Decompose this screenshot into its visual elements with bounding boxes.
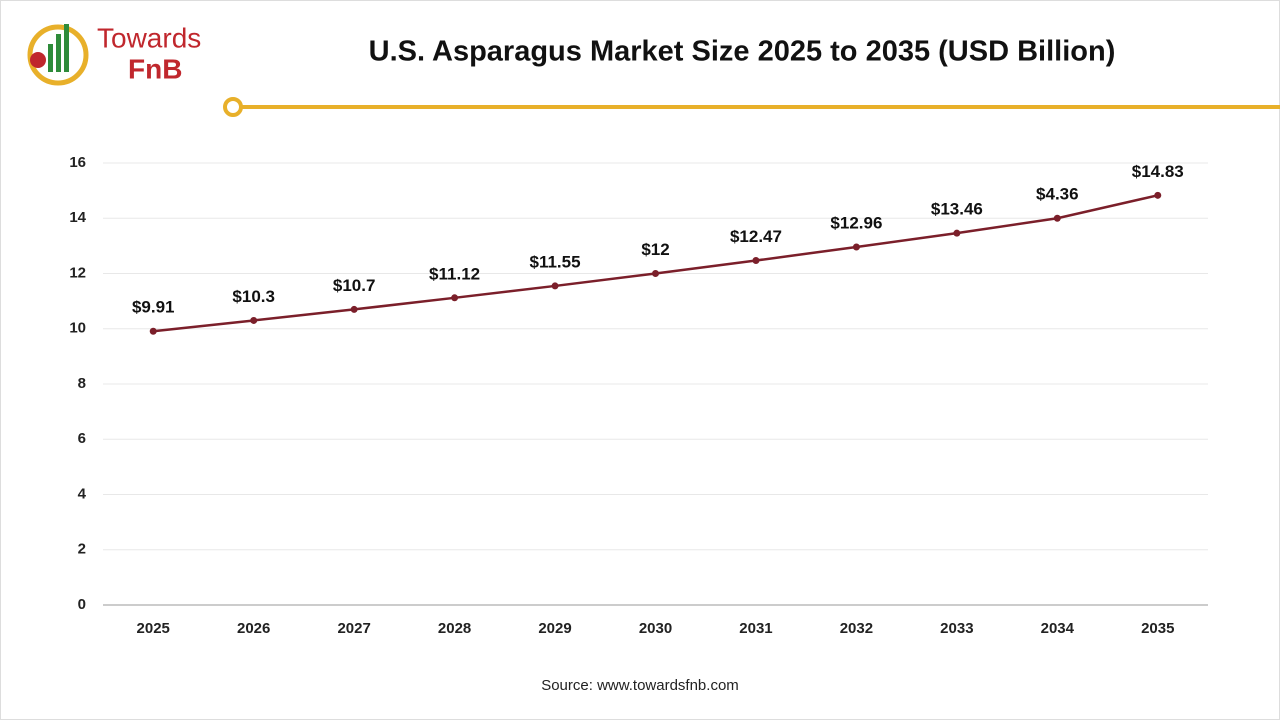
y-tick-label: 0 bbox=[78, 596, 86, 613]
point bbox=[953, 229, 961, 237]
logo-ring bbox=[27, 24, 89, 86]
x-tick-label: 2034 bbox=[1041, 620, 1075, 637]
source: Source: www.towardsfnb.com bbox=[541, 677, 739, 694]
data-label: $12.47 bbox=[730, 227, 782, 246]
y-tick-label: 8 bbox=[78, 375, 86, 392]
logo-bar bbox=[56, 34, 61, 72]
x-tick-label: 2033 bbox=[940, 620, 973, 637]
point bbox=[350, 305, 358, 313]
point bbox=[149, 327, 157, 335]
logo-bar bbox=[48, 44, 53, 72]
data-label: $9.91 bbox=[132, 298, 175, 317]
point bbox=[1154, 191, 1162, 199]
logo-dot bbox=[30, 52, 46, 68]
logo-text: FnB bbox=[128, 53, 182, 84]
y-tick-label: 12 bbox=[69, 264, 86, 281]
y-tick-label: 6 bbox=[78, 430, 86, 447]
y-tick-label: 10 bbox=[69, 320, 86, 337]
y-tick-label: 16 bbox=[69, 154, 86, 171]
x-tick-label: 2032 bbox=[840, 620, 873, 637]
data-label: $12.96 bbox=[830, 213, 882, 232]
data-label: $14.83 bbox=[1132, 162, 1184, 181]
data-label: $11.55 bbox=[530, 252, 581, 271]
title-rule-dot bbox=[223, 97, 243, 117]
data-label: $11.12 bbox=[429, 264, 480, 283]
x-tick-label: 2029 bbox=[538, 620, 571, 637]
y-tick-label: 2 bbox=[78, 541, 86, 558]
logo: Towards FnB bbox=[27, 22, 201, 86]
x-tick-label: 2030 bbox=[639, 620, 672, 637]
point bbox=[1053, 214, 1061, 222]
x-tick-label: 2031 bbox=[739, 620, 772, 637]
data-label: $10.7 bbox=[333, 276, 376, 295]
y-tick-label: 14 bbox=[69, 209, 86, 226]
logo-text: Towards bbox=[97, 22, 201, 53]
point bbox=[551, 282, 559, 290]
point bbox=[852, 243, 860, 251]
point bbox=[652, 270, 659, 277]
y-tick-label: 4 bbox=[78, 485, 87, 502]
point bbox=[250, 316, 258, 324]
data-label: $12 bbox=[641, 240, 669, 259]
data-label: $4.36 bbox=[1036, 185, 1079, 204]
x-tick-label: 2035 bbox=[1141, 620, 1174, 637]
x-tick-label: 2027 bbox=[337, 620, 370, 637]
point bbox=[752, 257, 760, 265]
chart-title: U.S. Asparagus Market Size 2025 to 2035 … bbox=[369, 36, 1116, 68]
x-tick-label: 2028 bbox=[438, 620, 471, 637]
logo-bar bbox=[64, 24, 69, 72]
point bbox=[451, 294, 459, 302]
data-label: $10.3 bbox=[232, 287, 275, 306]
x-tick-label: 2025 bbox=[137, 620, 170, 637]
x-tick-label: 2026 bbox=[237, 620, 270, 637]
data-label: $13.46 bbox=[931, 200, 983, 219]
